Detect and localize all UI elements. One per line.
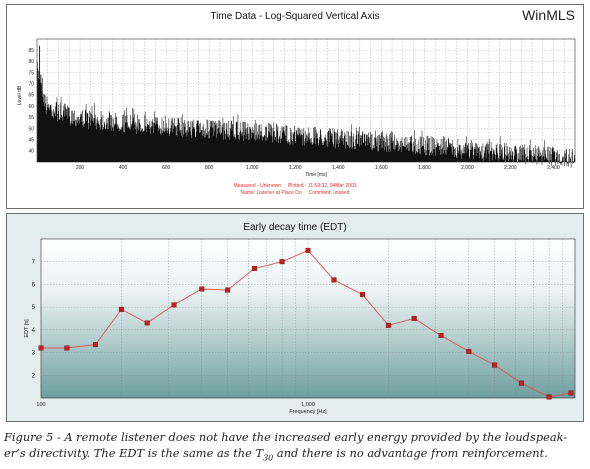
time-chart-svg: 40 45 50 55 60 65 70 75 80 85 200 400 600 800 1,000 1,2… (17, 38, 576, 178)
edt-data-point (568, 390, 574, 396)
edt-data-point (385, 322, 391, 328)
time-y-tick-label: 40 (28, 149, 34, 155)
time-x-tick-label: 800 (205, 165, 214, 171)
time-chart-title: Time Data - Log-Squared Vertical Axis (210, 11, 380, 22)
brand-label: WinMLS (522, 7, 575, 23)
edt-data-point (118, 306, 124, 312)
time-y-tick-label: 55 (28, 115, 34, 121)
time-y-axis-label: Level dB (17, 85, 23, 105)
edt-x-tick-label: 100 (36, 402, 45, 408)
edt-data-point (305, 247, 311, 253)
edt-data-point (546, 394, 552, 400)
edt-data-point (331, 277, 337, 283)
edt-y-tick-label: 4 (32, 328, 36, 334)
measurement-info: Measured - Unknown Plotted - 11:59:32, 0… (7, 183, 583, 197)
time-x-tick-label: 1,400 (332, 165, 345, 171)
figure-caption: Figure 5 - A remote listener does not ha… (4, 429, 586, 466)
time-y-tick-label: 65 (28, 93, 34, 99)
time-x-tick-label: 1,600 (375, 165, 388, 171)
edt-data-point (438, 332, 444, 338)
time-y-tick-label: 45 (28, 137, 34, 143)
time-y-tick-label: 60 (28, 104, 34, 110)
edt-data-point (38, 345, 44, 351)
edt-y-tick-label: 6 (32, 282, 36, 288)
time-y-tick-label: 70 (28, 82, 34, 88)
info-comment: Comment: unused (308, 190, 350, 196)
edt-data-point (92, 342, 98, 348)
edt-data-point (466, 348, 472, 354)
edt-data-point (279, 259, 285, 265)
edt-data-point (171, 302, 177, 308)
time-y-tick-label: 85 (28, 48, 34, 54)
edt-y-axis-label: EDT [s] (24, 319, 30, 338)
caption-text-2: and there is no advantage from reinforce… (273, 446, 548, 460)
time-y-tick-label: 50 (28, 126, 34, 132)
info-measured: Measured - Unknown (233, 183, 281, 189)
info-plotted: Plotted - 11:59:32, 04Mar 2003 (287, 183, 357, 189)
time-x-tick-label: 200 (76, 165, 85, 171)
time-x-tick-label: 400 (119, 165, 128, 171)
time-x-tick-label: 1,800 (418, 165, 431, 171)
edt-data-point (144, 320, 150, 326)
edt-panel: Early decay time (EDT) WinMLS Inc. 23456… (6, 213, 584, 422)
edt-data-point (199, 286, 205, 292)
time-x-tick-label: 1,000 (246, 165, 259, 171)
info-name: Name: Listener at Place Do (240, 190, 302, 196)
time-x-tick-label: 2,400 (547, 165, 560, 171)
edt-y-tick-label: 2 (32, 373, 36, 379)
time-data-bars (37, 62, 576, 168)
time-x-tick-label: 2,000 (461, 165, 474, 171)
edt-data-point (64, 345, 70, 351)
caption-subscript: 30 (263, 453, 274, 463)
time-x-tick-label: 600 (162, 165, 171, 171)
edt-y-tick-label: 7 (32, 260, 36, 266)
time-y-tick-label: 80 (28, 59, 34, 65)
edt-y-tick-label: 5 (32, 305, 36, 311)
time-y-tick-label: 75 (28, 70, 34, 76)
edt-data-point (360, 292, 366, 298)
caption-text-1: Figure 5 - A remote listener does not ha… (4, 430, 568, 460)
edt-data-point (225, 287, 231, 293)
edt-chart-title: Early decay time (EDT) (243, 222, 347, 233)
time-x-tick-label: 1,200 (289, 165, 302, 171)
edt-x-axis-label: Frequency [Hz] (289, 409, 327, 415)
time-data-panel: Time Data - Log-Squared Vertical Axis Wi… (6, 4, 584, 209)
edt-data-point (251, 266, 257, 272)
edt-data-point (411, 315, 417, 321)
edt-data-point (492, 362, 498, 368)
edt-y-tick-label: 3 (32, 351, 36, 357)
edt-x-tick-label: 1,000 (301, 402, 315, 408)
time-x-tick-label: 2,200 (504, 165, 517, 171)
time-x-axis-label: Time [ms] (305, 172, 327, 178)
edt-data-point (518, 380, 524, 386)
